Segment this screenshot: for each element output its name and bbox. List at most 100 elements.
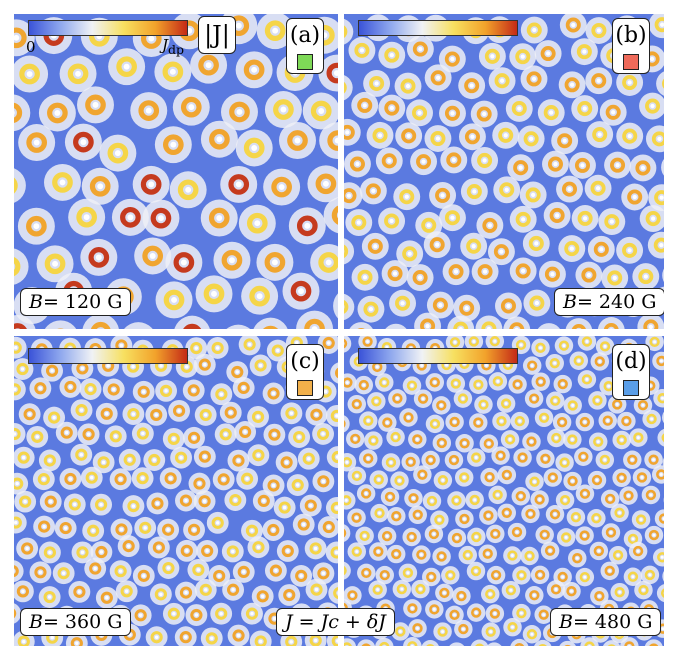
vortex: [380, 487, 400, 507]
vortex: [348, 36, 376, 64]
vortex: [574, 447, 593, 466]
vortex: [290, 564, 313, 587]
vortex: [38, 586, 61, 608]
vortex: [476, 211, 504, 239]
vortex: [375, 373, 394, 392]
vortex: [14, 168, 26, 203]
vortex: [14, 94, 31, 132]
vortex: [425, 373, 445, 392]
vortex: [375, 637, 394, 646]
vortex: [102, 378, 125, 401]
vortex: [41, 359, 64, 382]
vortex: [661, 158, 664, 176]
vortex: [566, 507, 586, 527]
vortex: [433, 470, 453, 490]
vortex: [453, 389, 473, 408]
vortex: [389, 289, 417, 317]
vortex: [358, 336, 377, 351]
vortex: [351, 91, 379, 119]
vortex: [175, 539, 198, 562]
vortex: [104, 425, 127, 448]
vortex: [344, 415, 350, 433]
panel-a: 0 Jdp |J| (a) B = 120 G: [14, 14, 338, 329]
vortex: [439, 99, 466, 127]
vortex: [344, 561, 351, 580]
vortex: [36, 245, 74, 283]
vortex: [385, 323, 407, 329]
vortex: [375, 147, 403, 175]
vortex: [616, 236, 644, 264]
vortex: [569, 351, 589, 370]
vortex: [264, 559, 287, 582]
vortex: [559, 640, 576, 646]
vortex: [252, 489, 275, 512]
vortex: [227, 624, 250, 646]
vortex: [378, 207, 406, 235]
vortex: [460, 178, 488, 205]
vortex: [571, 95, 599, 123]
vortex: [129, 604, 152, 627]
vortex: [82, 519, 105, 542]
vortex: [486, 524, 505, 544]
vortex: [653, 388, 664, 408]
vortex: [439, 204, 466, 232]
vortex: [14, 315, 36, 329]
vortex: [378, 413, 397, 432]
vortex: [480, 584, 500, 604]
vortex: [421, 639, 439, 646]
vortex: [429, 181, 457, 209]
vortex: [145, 626, 168, 646]
vortex: [447, 528, 467, 548]
vortex: [323, 197, 338, 234]
vortex: [29, 561, 52, 584]
vortex: [241, 277, 279, 315]
vortex: [84, 557, 107, 580]
vortex: [623, 450, 642, 470]
vortex: [424, 64, 452, 92]
vortex: [377, 526, 397, 546]
vortex: [32, 468, 55, 491]
vortex: [347, 508, 366, 527]
vortex: [455, 509, 474, 529]
vortex: [312, 422, 334, 445]
vortex: [619, 486, 638, 505]
vortex: [571, 204, 599, 232]
current-label: J = Jc + δJ: [276, 608, 395, 636]
vortex: [210, 602, 233, 625]
vortex: [347, 542, 367, 561]
vortex: [438, 45, 466, 73]
vortex: [662, 268, 664, 283]
vortex: [485, 336, 505, 351]
vortex: [95, 586, 118, 609]
panel-tag-text: (c): [290, 348, 320, 374]
vortex: [570, 38, 598, 66]
vortex: [642, 409, 661, 429]
vortex: [648, 184, 664, 212]
vortex: [587, 508, 606, 528]
vortex: [662, 570, 664, 582]
vortex: [399, 408, 418, 427]
vortex: [497, 503, 517, 523]
vortex: [344, 150, 371, 178]
vortex: [185, 604, 208, 626]
vortex: [212, 468, 235, 491]
vortex: [509, 43, 537, 71]
vortex: [575, 261, 603, 289]
vortex: [551, 127, 579, 155]
vortex: [200, 120, 238, 158]
vortex: [610, 582, 629, 602]
vortex: [575, 484, 595, 503]
vortex: [651, 465, 664, 484]
vortex: [370, 503, 389, 523]
vortex: [662, 457, 664, 468]
vortex: [403, 637, 422, 646]
vortex: [109, 560, 132, 583]
field-label-b: B = 240 G: [554, 288, 664, 316]
vortex: [157, 557, 180, 579]
vortex: [238, 336, 261, 356]
vortex: [344, 524, 351, 542]
vortex: [366, 121, 394, 149]
panel-color-swatch: [297, 379, 313, 396]
vortex: [302, 92, 338, 130]
vortex: [357, 639, 376, 646]
